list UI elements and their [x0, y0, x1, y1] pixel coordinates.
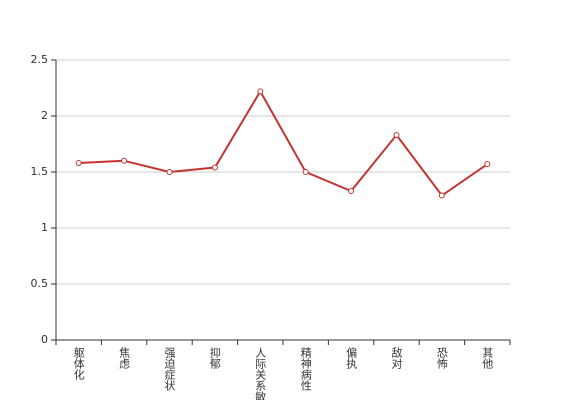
point — [348, 188, 355, 195]
y-tick-label: 2 — [41, 109, 48, 122]
y-tick-label: 0.5 — [31, 277, 49, 290]
point — [257, 88, 264, 95]
y-tick-label: 1 — [41, 221, 48, 234]
y-tick-label: 1.5 — [31, 165, 49, 178]
x-tick-label: 强迫症状 — [163, 347, 176, 391]
x-tick-label: 焦虑 — [118, 347, 131, 369]
line — [78, 89, 488, 197]
x-tick-label: 躯体化 — [72, 347, 85, 381]
point — [393, 132, 400, 139]
y-tick-label: 2.5 — [31, 53, 49, 66]
point — [484, 161, 491, 168]
x-tick-label: 恐怖 — [435, 347, 448, 369]
x-tick-label: 精神病性 — [299, 347, 312, 392]
x-tick-label: 敌对 — [390, 346, 403, 369]
point — [121, 157, 128, 164]
x-tick-label: 人际关系敏感 — [254, 347, 267, 400]
x-tick-label: 其他 — [481, 347, 494, 369]
y-tick-label: 0 — [41, 333, 48, 346]
point — [302, 169, 309, 175]
point — [166, 169, 173, 175]
x-tick-label: 抑郁 — [208, 346, 221, 369]
point — [438, 192, 445, 199]
point — [211, 164, 218, 171]
x-tick-label: 偏执 — [345, 346, 358, 370]
point — [75, 160, 82, 167]
